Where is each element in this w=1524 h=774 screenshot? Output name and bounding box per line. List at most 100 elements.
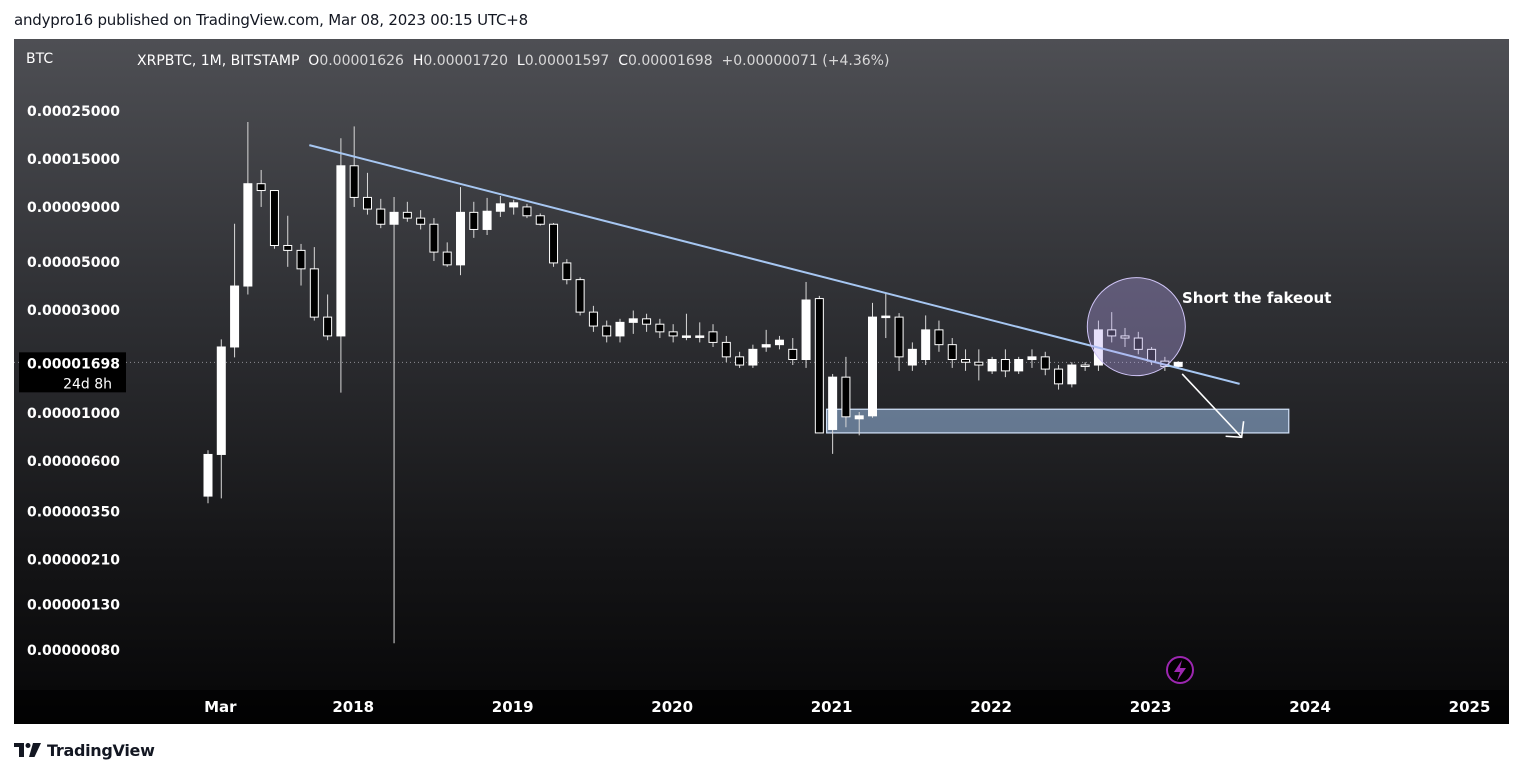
- candle-body: [695, 335, 705, 338]
- candle-body: [522, 206, 532, 217]
- annotation-note: Short the fakeout: [1182, 289, 1331, 307]
- candle-body: [442, 251, 452, 266]
- arrow-shaft: [1181, 373, 1243, 438]
- y-tick-label: 0.00003000: [27, 303, 120, 319]
- candle-body: [854, 415, 864, 420]
- candle-body: [801, 299, 811, 361]
- x-tick-label: 2024: [1289, 698, 1331, 716]
- candle-body: [402, 211, 412, 219]
- candle-body: [921, 329, 931, 361]
- candle-body: [269, 190, 279, 246]
- x-tick-label: 2023: [1130, 698, 1172, 716]
- candle-body: [761, 344, 771, 348]
- candle-body: [642, 318, 652, 325]
- lightning-icon: [1174, 660, 1186, 681]
- y-tick-label: 0.00001000: [27, 406, 120, 422]
- candle-body: [668, 331, 678, 337]
- candle-body: [203, 453, 213, 497]
- x-tick-label: 2019: [492, 698, 534, 716]
- candle-body: [535, 215, 545, 225]
- candle-body: [469, 211, 479, 230]
- tradingview-brand-label: TradingView: [47, 740, 155, 760]
- y-tick-label: 0.00005000: [27, 255, 120, 271]
- candle-body: [774, 339, 784, 346]
- candle-body: [283, 244, 293, 251]
- candle-body: [1080, 364, 1090, 368]
- candle-body: [296, 249, 306, 270]
- candle-body: [987, 359, 997, 372]
- candle-body: [416, 217, 426, 225]
- candle-body: [1027, 356, 1037, 361]
- tradingview-logo[interactable]: TradingView: [14, 740, 155, 760]
- candle-body: [735, 356, 745, 366]
- candle-body: [562, 262, 572, 281]
- candle-body: [615, 321, 625, 337]
- last-price-label: 0.00001698: [27, 356, 120, 372]
- candle-body: [256, 183, 266, 192]
- candle-body: [974, 361, 984, 366]
- ohlc-header: XRPBTC, 1M, BITSTAMP O0.00001626 H0.0000…: [137, 53, 889, 69]
- candle-body: [961, 359, 971, 363]
- x-tick-label: 2025: [1449, 698, 1491, 716]
- target-zone: [826, 408, 1290, 434]
- candle-body: [456, 211, 466, 266]
- y-tick-label: 0.00000350: [27, 504, 120, 520]
- candle-body: [828, 376, 838, 430]
- candle-body: [495, 203, 505, 212]
- x-tick-label: Mar: [204, 698, 237, 716]
- candle-body: [841, 376, 851, 418]
- candle-body: [389, 211, 399, 225]
- candle-body: [748, 348, 758, 366]
- candle-body: [934, 329, 944, 346]
- candle-body: [336, 165, 346, 337]
- y-tick-label: 0.00000130: [27, 597, 120, 613]
- y-tick-label: 0.00000080: [27, 643, 120, 659]
- candle-body: [681, 335, 691, 338]
- tradingview-logo-icon: [14, 743, 41, 757]
- candle-body: [1173, 361, 1183, 367]
- candle-body: [602, 325, 612, 337]
- candle-body: [376, 208, 386, 225]
- candle-body: [868, 316, 877, 417]
- x-tick-label: 2021: [811, 698, 853, 716]
- candle-body: [575, 279, 585, 313]
- trendline: [309, 144, 1240, 385]
- candle-body: [243, 183, 253, 287]
- candle-body: [1054, 368, 1064, 385]
- candle-body: [894, 316, 904, 358]
- candle-body: [907, 348, 917, 366]
- candle-body: [788, 348, 798, 361]
- x-tick-label: 2018: [332, 698, 374, 716]
- candle-body: [349, 165, 359, 198]
- candle-body: [588, 311, 598, 327]
- candle-body: [1040, 356, 1050, 370]
- x-tick-label: 2020: [651, 698, 693, 716]
- publisher-header: andypro16 published on TradingView.com, …: [14, 11, 528, 29]
- x-tick-label: 2022: [970, 698, 1012, 716]
- x-axis-strip: [14, 690, 1509, 724]
- candle-body: [1014, 359, 1024, 372]
- y-tick-label: 0.00025000: [27, 104, 120, 120]
- candle-body: [216, 346, 226, 455]
- candle-body: [362, 196, 372, 210]
- arrow-head: [1225, 421, 1245, 439]
- candle-body: [655, 323, 665, 333]
- candlestick-chart[interactable]: Short the fakeout XRPBTC, 1M, BITSTAMP O0…: [14, 39, 1509, 724]
- y-tick-label: 0.00000600: [27, 454, 120, 470]
- candle-body: [509, 202, 519, 208]
- last-price-badge: [19, 352, 126, 393]
- candle-body: [947, 344, 957, 361]
- candle-body: [708, 331, 718, 343]
- candle-body: [721, 341, 731, 358]
- candle-body: [1133, 337, 1143, 350]
- candle-body: [1067, 364, 1077, 385]
- fakeout-circle: [1086, 277, 1186, 377]
- candle-body: [309, 268, 319, 318]
- countdown-label: 24d 8h: [63, 376, 112, 392]
- chart-panel[interactable]: Short the fakeout XRPBTC, 1M, BITSTAMP O0…: [14, 39, 1509, 724]
- candle-body: [549, 223, 559, 264]
- y-tick-label: 0.00000210: [27, 552, 120, 568]
- candle-body: [429, 223, 439, 253]
- candle-body: [814, 298, 824, 434]
- candle-body: [628, 318, 638, 323]
